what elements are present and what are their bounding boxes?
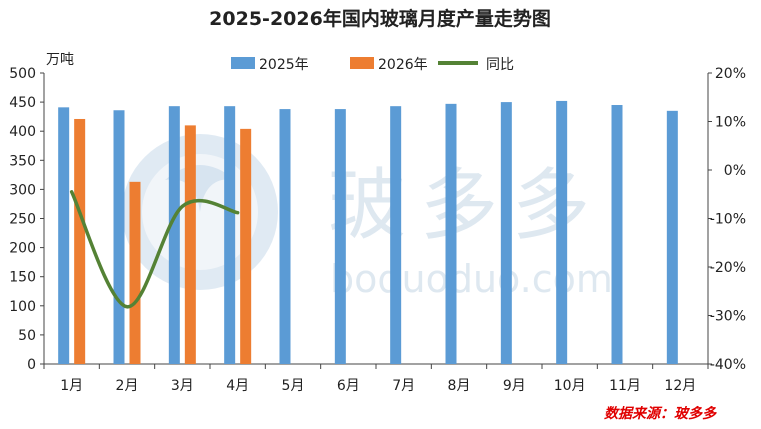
y-tick-label: 100 [9, 299, 36, 315]
x-tick-label: 3月 [171, 378, 194, 394]
bar-series2 [184, 125, 196, 364]
y-tick-label: 250 [9, 212, 36, 228]
y-tick-label: 150 [9, 270, 36, 286]
y-tick-label: 300 [9, 182, 36, 198]
y2-tick-label: -10% [710, 212, 746, 228]
y-tick-label: 450 [9, 95, 36, 111]
line-point [71, 191, 73, 193]
y2-tick-label: 10% [715, 115, 746, 131]
x-tick-label: 10月 [554, 378, 586, 394]
legend: 2025年 2026年 同比 [231, 57, 514, 73]
bar-series1 [113, 110, 125, 364]
line-yoy [69, 190, 240, 309]
y2-tick-label: -30% [710, 309, 746, 325]
line-point [126, 306, 128, 308]
bar-series1 [279, 109, 291, 364]
legend-label: 2026年 [378, 57, 428, 73]
plot-area: 0 50 100 150 200 250 300 350 400 450 500 -40% -30% -2… [9, 66, 746, 394]
bar-series1 [390, 106, 402, 364]
y-tick-label: 50 [18, 328, 36, 344]
chart-title: 2025-2026年国内玻璃月度产量走势图 [209, 7, 551, 30]
line-point [237, 212, 239, 214]
y-axis-unit-label: 万吨 [46, 52, 74, 68]
line-point [181, 205, 183, 207]
bar-series1 [666, 110, 678, 364]
y-tick-label: 400 [9, 124, 36, 140]
watermark-domain: boduoduo.com [330, 257, 613, 301]
legend-item: 2025年 [231, 57, 309, 73]
y-tick-label: 500 [9, 66, 36, 82]
x-tick-label: 11月 [609, 378, 641, 394]
y-tick-label: 0 [27, 357, 36, 373]
legend-item: 同比 [438, 57, 514, 73]
legend-label: 2025年 [259, 57, 309, 73]
bar-series1 [58, 107, 70, 364]
x-tick-label: 6月 [337, 378, 360, 394]
bar-series1 [334, 109, 346, 364]
y2-tick-label: -20% [710, 260, 746, 276]
x-tick-label: 8月 [448, 378, 471, 394]
legend-item: 2026年 [350, 57, 428, 73]
y2-tick-label: -40% [710, 357, 746, 373]
bar-series1 [611, 105, 623, 364]
source-label: 数据来源：玻多多 [604, 405, 717, 422]
x-tick-label: 1月 [60, 378, 83, 394]
y2-tick-label: 0% [724, 163, 746, 179]
y-tick-label: 350 [9, 153, 36, 169]
watermark-logo [122, 134, 278, 290]
bar-series1 [224, 106, 236, 364]
legend-label: 同比 [486, 57, 514, 73]
y-tick-label: 200 [9, 241, 36, 257]
legend-swatch [350, 57, 374, 69]
x-tick-label: 4月 [226, 378, 249, 394]
bar-series1 [445, 103, 457, 364]
bar-series1 [500, 102, 512, 364]
bar-series2 [74, 118, 86, 364]
y2-tick-label: 20% [715, 66, 746, 82]
x-tick-label: 7月 [392, 378, 415, 394]
legend-swatch [231, 57, 255, 69]
watermark-brand: 玻多多 [328, 161, 604, 251]
bar-series1 [556, 100, 568, 364]
x-tick-label: 5月 [282, 378, 305, 394]
bar-series1 [168, 106, 180, 364]
bar-series2 [240, 128, 252, 364]
x-tick-label: 9月 [503, 378, 526, 394]
x-tick-label: 2月 [116, 378, 139, 394]
bar-series2 [129, 181, 141, 364]
x-tick-label: 12月 [664, 378, 696, 394]
